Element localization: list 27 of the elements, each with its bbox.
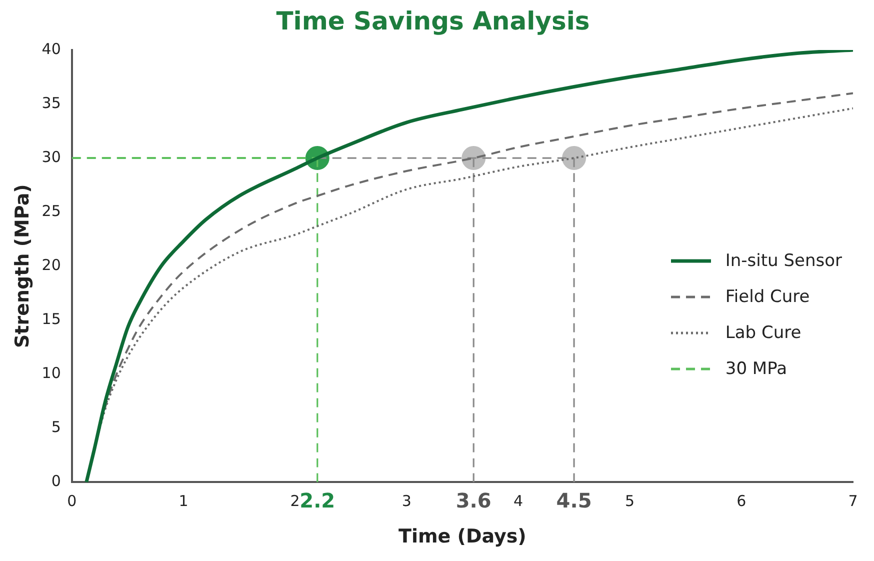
y-tick-label: 35 <box>42 94 61 112</box>
y-tick-label: 10 <box>42 364 61 382</box>
chart-title: Time Savings Analysis <box>276 6 590 36</box>
y-tick-label: 5 <box>51 418 61 436</box>
x-tick-label: 6 <box>736 492 746 510</box>
x-tick-label: 4 <box>513 492 524 510</box>
x-tick-label: 5 <box>625 492 635 510</box>
y-tick-label: 30 <box>42 148 61 166</box>
x-tick-label: 7 <box>848 492 858 510</box>
y-tick-label: 25 <box>42 202 61 220</box>
x-tick-label: 1 <box>178 492 188 510</box>
legend-label: In-situ Sensor <box>725 251 842 271</box>
y-axis-title: Strength (MPa) <box>11 184 34 348</box>
legend-label: Field Cure <box>725 287 810 307</box>
legend-label: 30 MPa <box>725 359 787 379</box>
y-tick-label: 15 <box>42 310 61 328</box>
x-tick-label: 0 <box>67 492 77 510</box>
legend-label: Lab Cure <box>725 323 802 343</box>
annotation: 3.6 <box>456 488 492 512</box>
x-tick-label: 3 <box>402 492 412 510</box>
x-tick-label: 2 <box>290 492 300 510</box>
annotation: 2.2 <box>300 488 336 512</box>
y-tick-label: 40 <box>42 40 61 58</box>
y-tick-label: 0 <box>51 472 61 490</box>
x-axis-title: Time (Days) <box>398 526 526 548</box>
y-tick-label: 20 <box>42 256 61 274</box>
annotation: 4.5 <box>556 488 592 512</box>
